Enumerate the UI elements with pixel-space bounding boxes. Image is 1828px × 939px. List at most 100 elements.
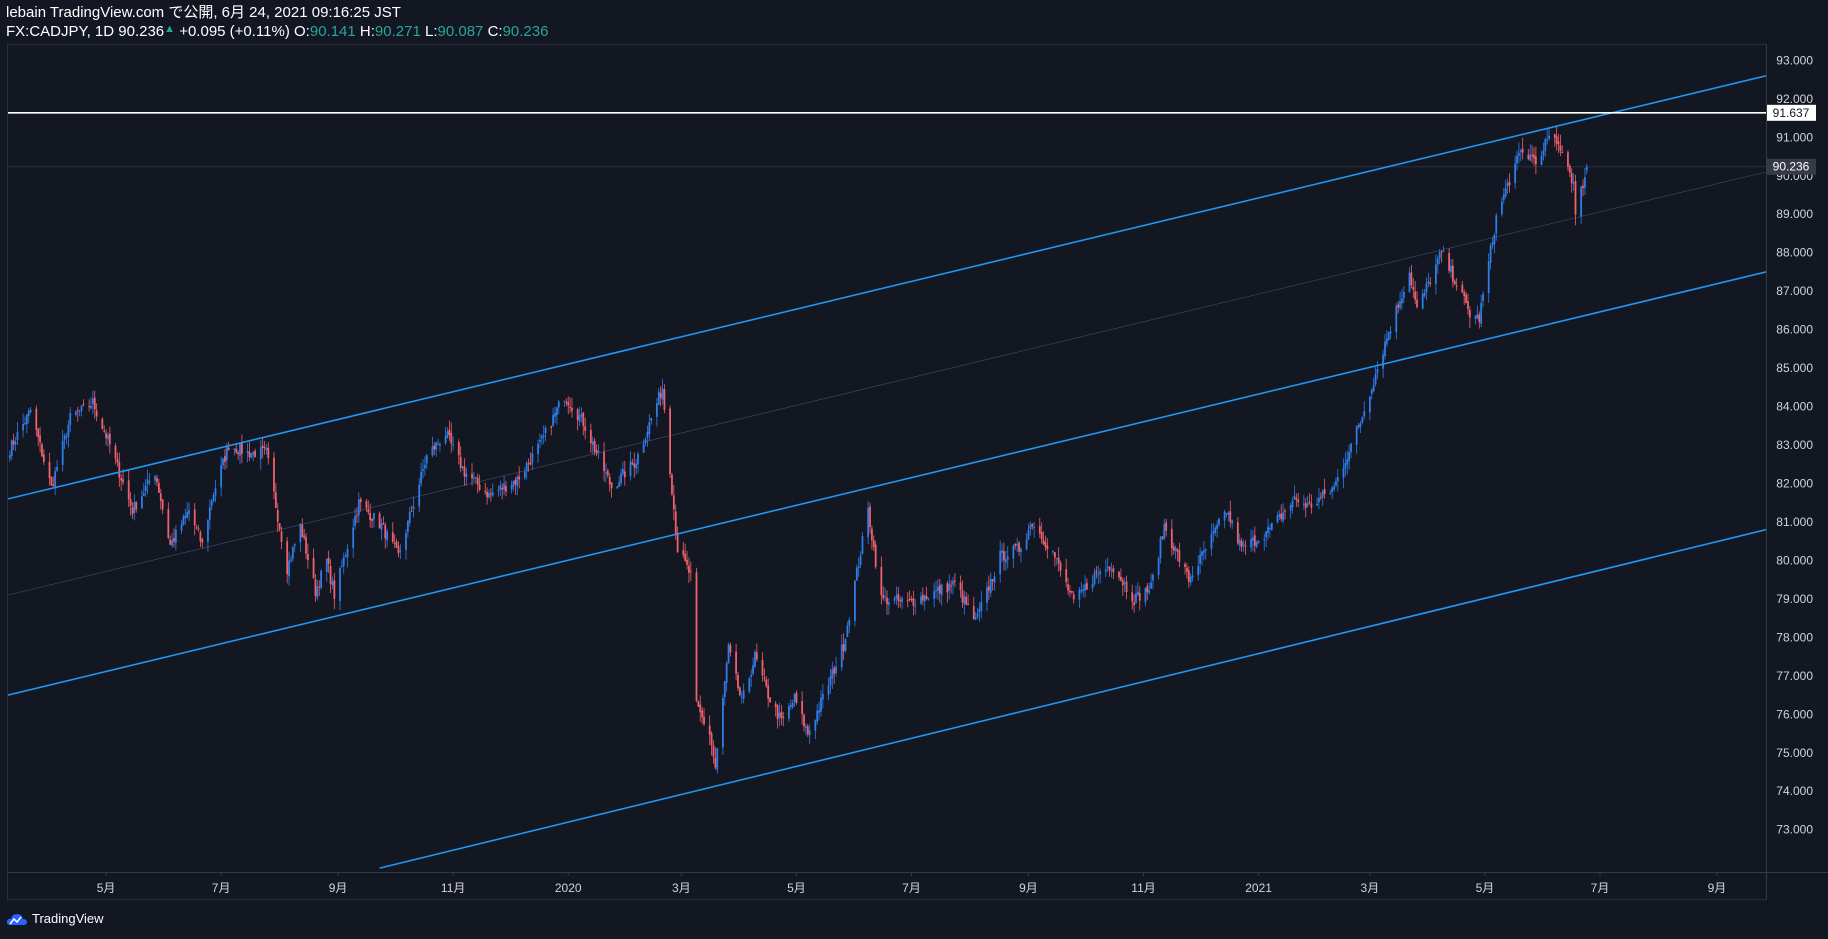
price-axis: 73.000 74.000 75.000 76.000 77.000 78.000 79.0… — [1767, 53, 1816, 837]
candle-body — [316, 586, 319, 598]
symbol-label[interactable]: FX:CADJPY, 1D 90.236 — [6, 23, 165, 40]
candle-body — [171, 540, 174, 546]
candle-body — [523, 471, 526, 478]
footer-brand[interactable]: TradingView — [6, 911, 104, 926]
candle-body — [974, 617, 977, 620]
channel-line-lower — [379, 528, 1766, 869]
candle-body — [1529, 154, 1532, 161]
candle-body — [908, 598, 911, 600]
candle-body — [88, 406, 91, 408]
price-axis-divider — [1766, 44, 1767, 900]
candle-body — [1489, 245, 1492, 263]
candle-body — [752, 665, 754, 674]
candle-body — [1029, 525, 1032, 529]
candle-body — [980, 601, 983, 611]
candle-body — [846, 625, 849, 638]
candle-body — [1368, 396, 1371, 413]
candle-body — [1148, 589, 1151, 594]
candle-body — [422, 469, 424, 471]
candle-body — [1069, 590, 1071, 593]
candle-body — [1534, 156, 1537, 165]
candle-body — [1212, 531, 1215, 534]
candle-body — [748, 678, 751, 692]
candle-body — [1304, 503, 1307, 508]
candle-body — [840, 644, 843, 668]
candle-body — [239, 443, 241, 456]
candle-body — [1291, 500, 1294, 508]
candle-body — [1244, 545, 1247, 547]
candle-body — [1269, 528, 1271, 530]
candle-body — [457, 442, 460, 456]
candle-body — [556, 407, 558, 416]
candle-body — [923, 595, 926, 602]
time-tick-label: 9月 — [1708, 881, 1727, 895]
candle-body — [1557, 141, 1560, 145]
candle-body — [1482, 293, 1484, 301]
candle-body — [788, 706, 790, 719]
candle-body — [173, 538, 175, 542]
candle-body — [716, 748, 719, 770]
candle-body — [48, 461, 51, 479]
candle-body — [10, 440, 13, 457]
candle-body — [1053, 552, 1056, 558]
candle-body — [1080, 590, 1083, 592]
candle-body — [1093, 573, 1096, 585]
candle-body — [41, 444, 43, 457]
candle-body — [672, 495, 675, 510]
guide-line — [8, 171, 1766, 596]
candle-body — [1574, 181, 1577, 215]
candle-body — [75, 411, 77, 415]
candle-body — [1297, 499, 1300, 503]
candle-body — [1440, 251, 1443, 253]
candle-body — [791, 702, 794, 707]
candle-body — [35, 408, 38, 430]
candle-body — [499, 485, 502, 490]
candle-body — [1229, 511, 1232, 523]
candle-body — [222, 458, 224, 466]
candle-body — [395, 541, 398, 548]
candle-body — [39, 435, 41, 443]
candle-body — [1555, 136, 1558, 144]
price-tick-label: 82.000 — [1776, 477, 1813, 491]
candle-body — [584, 426, 587, 431]
candle-body — [1078, 589, 1081, 600]
candle-body — [225, 447, 228, 461]
candle-body — [50, 476, 53, 485]
candle-body — [252, 451, 255, 456]
candle-body — [95, 410, 98, 417]
candle-body — [1344, 462, 1347, 469]
candle-body — [920, 596, 922, 604]
candle-body — [156, 478, 158, 483]
candle-body — [650, 417, 653, 422]
candle-body — [1474, 316, 1477, 319]
candle-body — [576, 409, 579, 420]
candles — [8, 126, 1588, 774]
candle-body — [1055, 558, 1058, 560]
candle-body — [1001, 550, 1003, 553]
candle-body — [8, 455, 11, 459]
candle-body — [674, 511, 677, 534]
candle-body — [703, 716, 705, 724]
candle-body — [993, 576, 996, 583]
candle-body — [1584, 177, 1586, 188]
candle-body — [1306, 503, 1309, 506]
candle-body — [1414, 291, 1417, 300]
candle-body — [967, 603, 970, 605]
candle-body — [254, 450, 256, 458]
candle-body — [425, 455, 428, 464]
candle-body — [912, 598, 915, 606]
candle-body — [1585, 166, 1588, 171]
candle-body — [516, 476, 519, 486]
candle-body — [1201, 551, 1203, 556]
candle-body — [808, 730, 811, 736]
candle-body — [16, 432, 19, 441]
candle-body — [437, 443, 439, 445]
candle-body — [1342, 468, 1345, 478]
candle-body — [657, 391, 660, 405]
candle-body — [710, 733, 713, 746]
candle-body — [884, 596, 887, 598]
candle-body — [273, 457, 275, 492]
candle-body — [821, 693, 824, 700]
candle-body — [1395, 305, 1398, 333]
